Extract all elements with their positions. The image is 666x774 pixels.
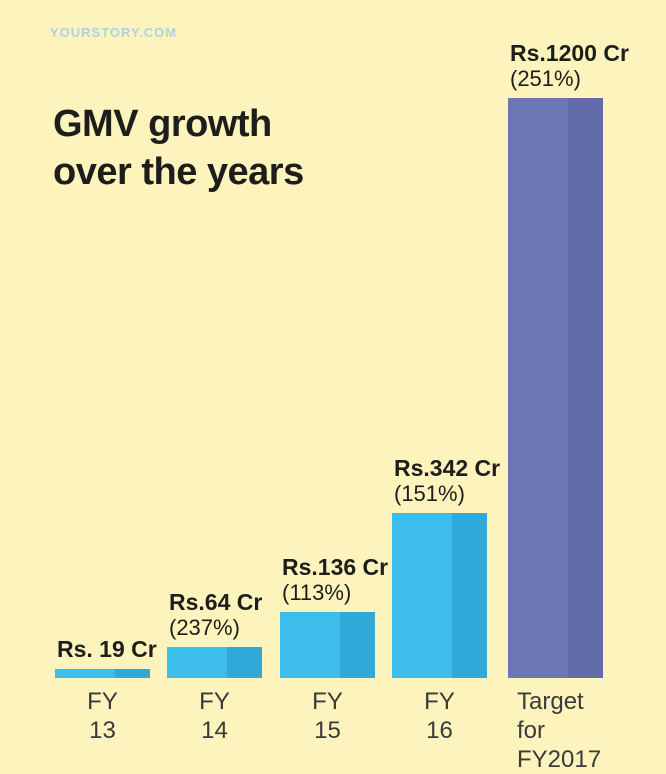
category-label-fy15: FY 15 [312, 688, 343, 744]
bar-fy14 [167, 647, 262, 678]
bar-group-fy13: Rs. 19 Cr FY 13 [55, 637, 157, 744]
bar-value-label: Rs.342 Cr [394, 455, 501, 481]
chart-title-line1: GMV growth [53, 103, 272, 145]
bar-group-fy15: Rs.136 Cr (113%) FY 15 [280, 555, 388, 744]
bar-group-fy16: Rs.342 Cr (151%) FY 16 [392, 456, 500, 744]
bar-group-fy14: Rs.64 Cr (237%) FY 14 [167, 589, 263, 744]
bar-percent-label: (151%) [394, 481, 465, 506]
chart-title: GMV growth over the years [53, 100, 304, 196]
chart-title-line2: over the years [53, 151, 304, 193]
bar-fy16 [392, 513, 487, 678]
bar-value-label: Rs.136 Cr [282, 554, 389, 580]
category-label-fy13: FY 13 [87, 688, 118, 744]
bar-value-label: Rs.64 Cr [169, 589, 263, 615]
bar-target-fy2017 [508, 98, 603, 678]
bar-percent-label: (237%) [169, 615, 240, 640]
watermark: YOURSTORY.COM [50, 25, 178, 40]
bar-fy13 [55, 669, 150, 678]
category-label-target-fy2017: Target for FY2017 [517, 688, 602, 773]
bar-fy15 [280, 612, 375, 678]
bar-percent-label: (251%) [510, 66, 581, 91]
bar-group-target-fy2017: Rs.1200 Cr (251%) Target for FY2017 [508, 41, 629, 773]
category-label-fy16: FY 16 [424, 688, 455, 744]
bar-value-label: Rs.1200 Cr [510, 40, 629, 66]
category-label-fy14: FY 14 [199, 688, 230, 744]
bar-percent-label: (113%) [282, 580, 352, 605]
bar-value-label: Rs. 19 Cr [57, 636, 157, 662]
